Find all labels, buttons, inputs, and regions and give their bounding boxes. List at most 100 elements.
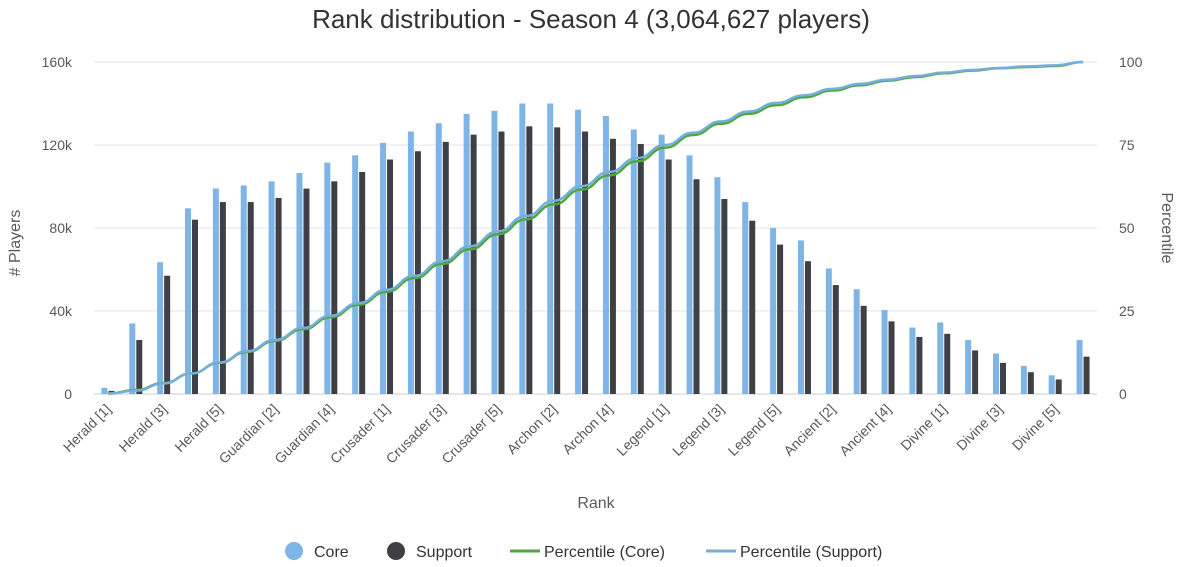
- bar-core[interactable]: [240, 185, 247, 394]
- bar-core[interactable]: [101, 387, 108, 394]
- left-axis-ticks: 0 40k 80k 120k 160k: [42, 54, 73, 402]
- bar-core[interactable]: [992, 353, 999, 394]
- y-tick-label: 40k: [49, 303, 73, 319]
- bar-support[interactable]: [582, 131, 589, 394]
- legend-item[interactable]: Percentile (Support): [706, 544, 882, 561]
- x-tick-label: Legend [1]: [613, 401, 671, 459]
- bar-support[interactable]: [498, 131, 505, 394]
- bar-core[interactable]: [770, 228, 777, 394]
- bar-support[interactable]: [247, 202, 254, 394]
- bar-core[interactable]: [965, 340, 972, 394]
- bar-core[interactable]: [686, 155, 693, 394]
- bar-support[interactable]: [999, 362, 1006, 394]
- legend-item[interactable]: Support: [387, 542, 473, 561]
- gridlines: [94, 61, 1097, 395]
- line-percentile-support[interactable]: [107, 60, 1084, 395]
- legend-marker: [285, 542, 303, 560]
- x-tick-label: Herald [5]: [171, 401, 225, 455]
- bar-core[interactable]: [380, 142, 387, 394]
- bar-core[interactable]: [268, 181, 275, 394]
- bar-core[interactable]: [825, 268, 832, 394]
- legend-item[interactable]: Percentile (Core): [510, 544, 665, 561]
- bar-core[interactable]: [714, 177, 721, 394]
- bar-core[interactable]: [658, 134, 665, 394]
- bar-core[interactable]: [407, 131, 414, 394]
- bar-support[interactable]: [804, 261, 811, 394]
- x-axis-ticks: Herald [1] Herald [3] Herald [5]Guardian […: [60, 401, 1062, 467]
- legend-label: Core: [314, 544, 349, 561]
- bar-support[interactable]: [888, 321, 895, 394]
- y-tick-label: 160k: [42, 54, 73, 70]
- bar-support[interactable]: [442, 141, 449, 394]
- bar-core[interactable]: [630, 129, 637, 394]
- bar-core[interactable]: [797, 240, 804, 394]
- bar-core[interactable]: [352, 155, 359, 394]
- bar-core[interactable]: [575, 109, 582, 394]
- y2-axis-title: Percentile: [1158, 192, 1175, 263]
- legend-label: Support: [416, 544, 473, 561]
- bar-core[interactable]: [519, 103, 526, 395]
- bar-core[interactable]: [185, 208, 192, 394]
- bar-core[interactable]: [853, 289, 860, 394]
- bar-support[interactable]: [777, 244, 784, 394]
- bar-core[interactable]: [435, 123, 442, 395]
- bar-support[interactable]: [192, 219, 199, 394]
- x-tick-label: Archon [2]: [503, 401, 559, 457]
- legend-item[interactable]: Core: [285, 542, 349, 561]
- bar-support[interactable]: [164, 275, 171, 394]
- y2-tick-label: 75: [1119, 137, 1135, 153]
- bar-core[interactable]: [742, 202, 749, 394]
- x-tick-label: Crusader [5]: [438, 401, 504, 467]
- bar-support[interactable]: [526, 126, 533, 394]
- bar-core[interactable]: [212, 188, 219, 394]
- bar-core[interactable]: [881, 309, 888, 394]
- bar-core[interactable]: [909, 327, 916, 394]
- bar-core[interactable]: [602, 115, 609, 394]
- bar-support[interactable]: [1083, 356, 1090, 394]
- bar-support[interactable]: [944, 333, 951, 394]
- bar-support[interactable]: [219, 202, 226, 394]
- bar-support[interactable]: [637, 143, 644, 394]
- legend[interactable]: Core Support Percentile (Core) Percentile (…: [285, 542, 882, 561]
- bar-core[interactable]: [1048, 375, 1055, 394]
- bar-core[interactable]: [547, 103, 554, 395]
- bar-core[interactable]: [324, 162, 331, 394]
- bar-core[interactable]: [491, 110, 498, 394]
- bar-support[interactable]: [275, 197, 282, 394]
- bar-support[interactable]: [303, 188, 310, 394]
- y-axis-title: # Players: [7, 210, 24, 277]
- bar-core[interactable]: [296, 173, 303, 394]
- bar-support[interactable]: [972, 350, 979, 394]
- bar-support[interactable]: [860, 305, 867, 394]
- bar-support[interactable]: [1055, 379, 1062, 394]
- bar-support[interactable]: [832, 285, 839, 394]
- bar-support[interactable]: [749, 220, 756, 394]
- bar-support[interactable]: [665, 159, 672, 394]
- bar-support[interactable]: [331, 181, 338, 394]
- bar-support[interactable]: [387, 159, 394, 394]
- bar-support[interactable]: [554, 127, 561, 395]
- bar-core[interactable]: [937, 322, 944, 394]
- bar-core[interactable]: [463, 113, 470, 394]
- x-tick-label: Divine [3]: [953, 401, 1006, 454]
- x-tick-label: Ancient [2]: [780, 401, 838, 459]
- bar-core[interactable]: [1020, 365, 1027, 394]
- bar-support[interactable]: [916, 336, 923, 394]
- bar-support[interactable]: [609, 138, 616, 394]
- x-tick-label: Legend [5]: [725, 401, 783, 459]
- bar-support[interactable]: [414, 151, 421, 394]
- x-tick-label: Divine [5]: [1009, 401, 1062, 454]
- bar-support[interactable]: [721, 198, 728, 394]
- bar-support[interactable]: [693, 179, 700, 394]
- y-tick-label: 120k: [42, 137, 73, 153]
- bar-core[interactable]: [1076, 340, 1083, 394]
- bar-support[interactable]: [1027, 372, 1034, 394]
- bar-core[interactable]: [157, 262, 164, 394]
- y2-tick-label: 25: [1119, 303, 1135, 319]
- bar-support[interactable]: [136, 340, 143, 394]
- x-tick-label: Herald [1]: [60, 401, 114, 455]
- bar-support[interactable]: [470, 134, 477, 394]
- bar-core[interactable]: [129, 323, 136, 394]
- bar-support[interactable]: [359, 171, 366, 394]
